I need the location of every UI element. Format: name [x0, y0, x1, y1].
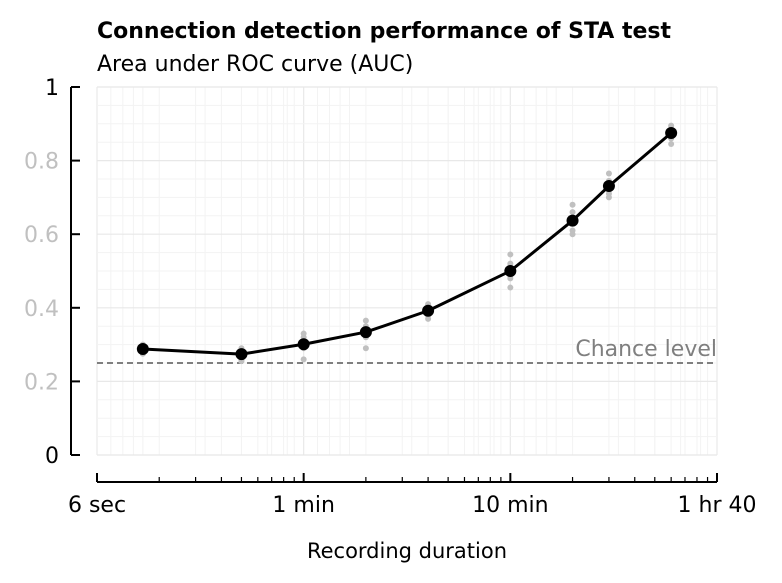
sample-points: [139, 122, 675, 365]
y-tick-label: 0.8: [24, 150, 59, 175]
chart-subtitle: Area under ROC curve (AUC): [97, 52, 413, 77]
sample-point: [425, 315, 432, 322]
chart-title: Connection detection performance of STA …: [97, 19, 671, 44]
x-tick-label: 6 sec: [68, 493, 126, 518]
x-tick-label: 10 min: [472, 493, 548, 518]
sample-point: [569, 209, 576, 216]
series-point: [359, 326, 372, 339]
x-axis-label: Recording duration: [307, 539, 507, 563]
series-line: [142, 131, 673, 356]
y-axis: 0 0.2 0.4 0.6 0.8 1: [24, 76, 80, 469]
series-point: [504, 265, 517, 277]
grid: [96, 86, 718, 456]
x-tick-label: 1 hr 40: [678, 493, 757, 518]
series: [136, 127, 678, 361]
sample-point: [605, 170, 612, 177]
y-tick-label: 0: [45, 444, 59, 469]
series-point: [235, 348, 248, 361]
sample-point: [507, 275, 514, 282]
y-tick-label: 0.4: [24, 297, 59, 322]
series-point: [665, 127, 678, 139]
chance-level: Chance level: [97, 337, 717, 364]
sample-point: [507, 260, 514, 267]
series-point: [422, 304, 435, 317]
series-point: [136, 343, 149, 356]
sample-point: [605, 194, 612, 201]
sample-point: [668, 141, 675, 148]
y-tick-label: 0.6: [24, 223, 59, 248]
sample-point: [300, 356, 307, 363]
y-tick-label: 1: [45, 76, 59, 101]
y-tick-label: 0.2: [24, 370, 59, 395]
series-point: [602, 179, 615, 192]
sample-point: [362, 345, 369, 352]
sample-point: [362, 317, 369, 324]
x-tick-label: 1 min: [272, 493, 334, 518]
series-point: [566, 214, 579, 227]
sample-point: [507, 251, 514, 258]
sample-point: [569, 231, 576, 238]
series-point: [297, 338, 310, 351]
sample-point: [507, 284, 514, 291]
x-axis: 6 sec 1 min 10 min 1 hr 40: [68, 473, 757, 518]
chance-label: Chance level: [575, 337, 717, 362]
sample-point: [569, 201, 576, 208]
